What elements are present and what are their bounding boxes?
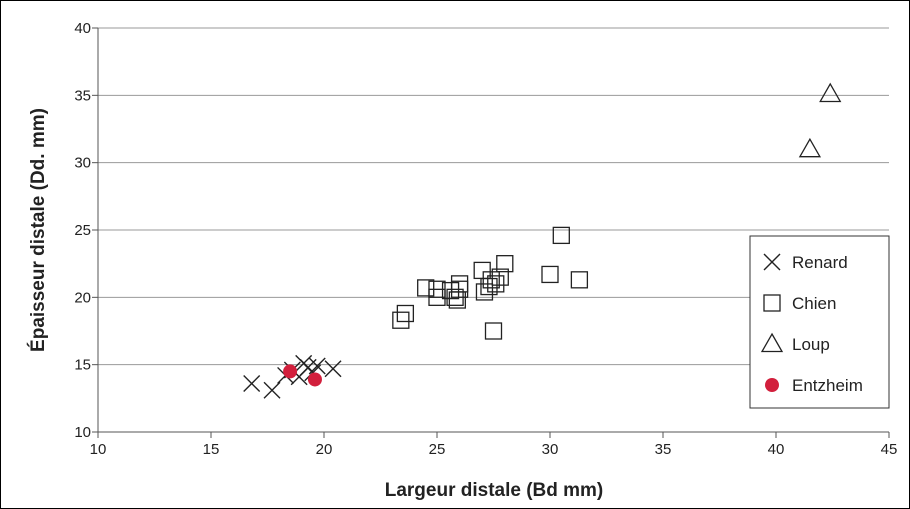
legend-label-chien: Chien <box>792 294 836 313</box>
legend: Renard Chien Loup Entzheim <box>749 235 890 409</box>
point-chien <box>482 271 500 289</box>
y-tick-label: 40 <box>74 20 91 37</box>
x-axis-title: Largeur distale (Bd mm) <box>385 480 604 501</box>
x-tick-label: 30 <box>542 441 559 458</box>
point-entzheim <box>307 372 322 387</box>
point-renard <box>324 360 342 378</box>
x-tick-label: 15 <box>203 441 220 458</box>
point-chien <box>441 281 460 300</box>
point-chien <box>396 304 415 323</box>
legend-label-loup: Loup <box>792 335 830 354</box>
legend-marker-entzheim <box>765 378 779 392</box>
point-chien <box>541 265 559 284</box>
point-chien <box>480 277 498 296</box>
point-loup <box>819 82 842 103</box>
x-tick-label: 35 <box>655 441 672 458</box>
point-loup <box>798 137 822 158</box>
point-chien <box>552 226 570 245</box>
point-chien <box>496 255 514 273</box>
point-chien <box>484 322 503 340</box>
x-tick-label: 10 <box>90 441 107 458</box>
point-renard <box>263 381 281 399</box>
y-tick-label: 35 <box>74 87 91 104</box>
point-entzheim <box>283 364 298 379</box>
y-axis-title: Épaisseur distale (Dd. mm) <box>27 108 49 352</box>
point-chien <box>491 268 509 286</box>
point-chien <box>392 311 410 329</box>
legend-marker-loup <box>760 332 784 353</box>
y-tick-label: 10 <box>74 424 91 441</box>
point-chien <box>450 280 469 298</box>
point-chien <box>417 279 435 297</box>
point-chien <box>428 288 446 306</box>
y-tick-label: 20 <box>74 289 91 306</box>
legend-label-renard: Renard <box>792 253 848 272</box>
point-renard <box>308 357 326 375</box>
legend-marker-renard <box>763 253 781 271</box>
x-tick-label: 40 <box>768 441 785 458</box>
point-chien <box>487 275 505 293</box>
legend-marker-chien <box>763 294 781 312</box>
x-tick-label: 20 <box>316 441 333 458</box>
x-tick-label: 25 <box>429 441 446 458</box>
x-tick-label: 45 <box>881 441 898 458</box>
y-tick-label: 25 <box>74 222 91 239</box>
legend-label-entzheim: Entzheim <box>792 376 863 395</box>
y-tick-label: 15 <box>74 357 91 374</box>
point-chien <box>570 271 589 289</box>
y-tick-label: 30 <box>74 155 91 172</box>
point-renard <box>243 375 261 393</box>
